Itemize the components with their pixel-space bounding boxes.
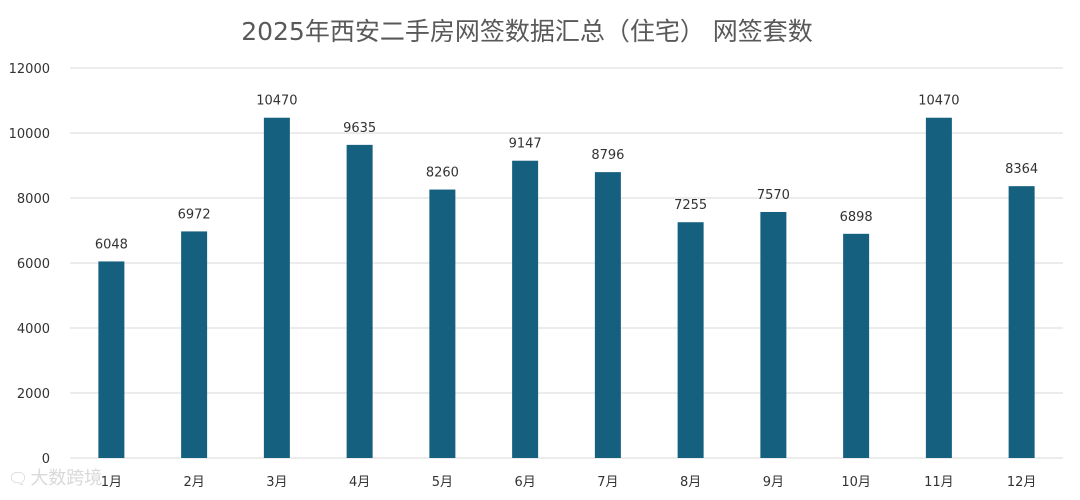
x-tick-label: 5月	[432, 475, 453, 490]
x-tick-label: 3月	[266, 475, 287, 490]
data-label: 10470	[256, 94, 297, 109]
data-label: 8796	[591, 148, 624, 163]
data-label: 8364	[1005, 162, 1038, 177]
y-tick-label: 12000	[9, 62, 50, 77]
chat-bubble-icon: 🗨	[8, 469, 29, 488]
data-label: 10470	[918, 94, 959, 109]
bar-12月	[1008, 186, 1035, 459]
y-tick-label: 0	[42, 452, 50, 467]
x-axis: 1月 2月 3月 4月 5月 6月 7月 8月 9月 10月 11月 12月	[101, 475, 1037, 490]
watermark: 🗨 大数跨境	[8, 464, 102, 490]
bar-9月	[760, 211, 787, 458]
y-tick-label: 10000	[9, 127, 50, 142]
bar-11月	[925, 117, 952, 458]
chart-title: 2025年西安二手房网签数据汇总（住宅） 网签套数	[241, 17, 813, 46]
data-label: 9635	[343, 121, 376, 136]
bar-5月	[429, 189, 456, 459]
x-tick-label: 8月	[680, 475, 701, 490]
y-tick-label: 6000	[17, 257, 50, 272]
data-label: 9147	[509, 137, 542, 152]
bars	[98, 117, 1035, 459]
bar-2月	[181, 231, 208, 458]
watermark-text: 大数跨境	[30, 468, 103, 489]
data-label: 6048	[95, 237, 128, 252]
data-label: 8260	[426, 166, 459, 181]
bar-3月	[263, 117, 290, 458]
x-tick-label: 7月	[597, 475, 618, 490]
x-tick-label: 2月	[183, 475, 204, 490]
bar-7月	[594, 172, 621, 458]
bar-1月	[98, 261, 125, 458]
data-label: 6972	[178, 207, 211, 222]
x-tick-label: 12月	[1007, 475, 1037, 490]
data-label: 7570	[757, 188, 790, 203]
y-axis: 0 2000 4000 6000 8000 10000 12000	[9, 62, 50, 467]
data-label: 7255	[674, 198, 707, 213]
bar-6月	[512, 160, 539, 458]
bar-4月	[346, 144, 373, 459]
x-tick-label: 4月	[349, 475, 370, 490]
y-tick-label: 8000	[17, 192, 50, 207]
x-tick-label: 6月	[514, 475, 535, 490]
x-tick-label: 10月	[841, 475, 871, 490]
bar-8月	[677, 222, 704, 458]
data-labels: 6048 6972 10470 9635 8260 9147 8796 7255 7570 689…	[95, 94, 1038, 253]
bar-10月	[843, 233, 870, 458]
data-label: 6898	[840, 210, 873, 225]
y-tick-label: 4000	[17, 322, 50, 337]
x-tick-label: 11月	[924, 475, 954, 490]
x-tick-label: 9月	[763, 475, 784, 490]
x-tick-label: 1月	[101, 475, 122, 490]
grid-lines	[70, 67, 1063, 459]
y-tick-label: 2000	[17, 387, 50, 402]
